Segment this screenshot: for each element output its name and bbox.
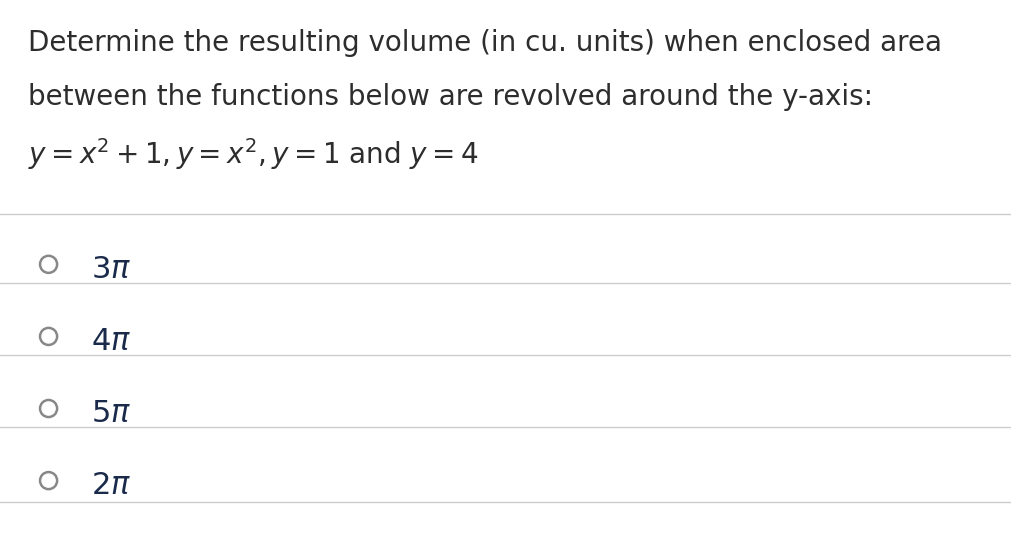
Text: $4\pi$: $4\pi$: [91, 327, 131, 356]
Text: between the functions below are revolved around the y-axis:: between the functions below are revolved…: [28, 83, 872, 111]
Text: $y = x^2 + 1, y = x^2, y = 1$ and $y = 4$: $y = x^2 + 1, y = x^2, y = 1$ and $y = 4…: [28, 136, 478, 172]
Text: $5\pi$: $5\pi$: [91, 399, 131, 428]
Text: $2\pi$: $2\pi$: [91, 471, 131, 500]
Text: Determine the resulting volume (in cu. units) when enclosed area: Determine the resulting volume (in cu. u…: [28, 29, 941, 57]
Text: $3\pi$: $3\pi$: [91, 255, 131, 284]
